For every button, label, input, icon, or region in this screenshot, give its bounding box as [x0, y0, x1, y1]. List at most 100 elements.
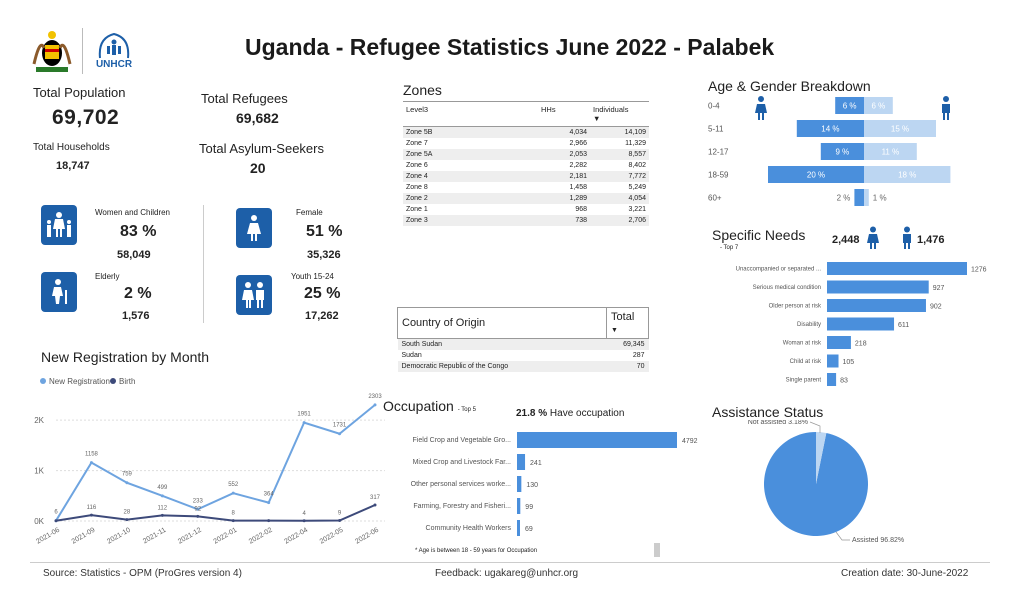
- data-point[interactable]: [125, 518, 129, 522]
- leader-line: [809, 421, 821, 433]
- data-label: 9: [338, 511, 342, 517]
- occupation-scrollbar[interactable]: [654, 543, 660, 557]
- zone-name-cell: Zone 2: [403, 192, 538, 204]
- male-bar[interactable]: [820, 143, 864, 160]
- country-header-total[interactable]: Total ▼: [606, 307, 649, 339]
- male-bar[interactable]: [835, 97, 864, 114]
- age-group-label: 12-17: [708, 148, 729, 157]
- table-row[interactable]: Zone 2 1,289 4,054: [403, 192, 649, 204]
- occupation-have-pct: 21.8 %: [516, 408, 548, 419]
- female-bar[interactable]: [864, 97, 893, 114]
- data-point[interactable]: [160, 513, 164, 517]
- data-point[interactable]: [267, 501, 271, 505]
- needs-bar[interactable]: [827, 336, 851, 349]
- occupation-have-label: Have occupation: [549, 408, 625, 419]
- occupation-bar[interactable]: [517, 432, 677, 448]
- data-label: 1951: [297, 412, 311, 418]
- data-point[interactable]: [125, 481, 129, 485]
- occupation-value-label: 241: [530, 460, 542, 467]
- data-point[interactable]: [302, 421, 306, 425]
- data-point[interactable]: [338, 432, 342, 436]
- zones-header-individuals[interactable]: Individuals ▼: [590, 101, 649, 127]
- data-point[interactable]: [231, 491, 235, 495]
- female-count: 35,326: [307, 249, 341, 261]
- needs-bar[interactable]: [827, 354, 839, 368]
- data-point[interactable]: [373, 403, 377, 407]
- sort-desc-icon: ▼: [593, 114, 601, 123]
- male-bar[interactable]: [768, 166, 864, 183]
- occupation-bar[interactable]: [517, 520, 520, 536]
- male-bar[interactable]: [854, 189, 864, 206]
- demographics-divider: [203, 205, 204, 323]
- occupation-value-label: 99: [525, 504, 533, 511]
- table-row[interactable]: Zone 6 2,282 8,402: [403, 160, 649, 171]
- assisted-label: Assisted 96.82%: [852, 537, 904, 544]
- table-row[interactable]: Zone 3 738 2,706: [403, 214, 649, 226]
- needs-bar[interactable]: [827, 262, 967, 275]
- needs-bar[interactable]: [827, 373, 837, 386]
- table-row[interactable]: Zone 1 968 3,221: [403, 204, 649, 215]
- table-row[interactable]: Democratic Republic of the Congo 70: [397, 360, 649, 372]
- male-bar[interactable]: [796, 120, 864, 137]
- zones-header-hhs[interactable]: HHs: [538, 101, 590, 127]
- needs-bar[interactable]: [827, 299, 926, 312]
- table-row[interactable]: Zone 5A 2,053 8,557: [403, 148, 649, 160]
- table-row[interactable]: Zone 4 2,181 7,772: [403, 170, 649, 182]
- occupation-bar[interactable]: [517, 476, 522, 492]
- y-tick-label: 0K: [34, 517, 44, 526]
- legend-entry[interactable]: New Registration: [49, 377, 110, 386]
- legend-entry[interactable]: Birth: [119, 377, 135, 386]
- data-point[interactable]: [196, 514, 200, 518]
- data-point[interactable]: [89, 461, 93, 465]
- zones-table: Level3 HHs Individuals ▼ Zone 5B 4,034 14,1…: [403, 101, 649, 226]
- female-pct-label: 11 %: [882, 148, 900, 157]
- table-row[interactable]: Zone 5B 4,034 14,109: [403, 126, 649, 138]
- youth-icon: [236, 275, 272, 315]
- female-bar[interactable]: [864, 120, 936, 137]
- male-icon: [942, 96, 950, 120]
- zone-name-cell: Zone 8: [406, 183, 428, 191]
- occupation-bar[interactable]: [517, 454, 526, 470]
- occupation-bar[interactable]: [517, 498, 521, 514]
- age-group-label: 60+: [708, 194, 722, 203]
- country-header-total-label: Total: [611, 311, 635, 323]
- not-assisted-slice[interactable]: [816, 432, 827, 484]
- country-header-origin[interactable]: Country of Origin: [396, 307, 608, 339]
- female-bar[interactable]: [864, 143, 917, 160]
- total-asylum-label: Total Asylum-Seekers: [199, 141, 324, 156]
- zone-name-cell: Zone 4: [403, 170, 538, 182]
- zone-name-cell: Zone 5A: [403, 148, 538, 160]
- footer-feedback[interactable]: Feedback: ugakareg@unhcr.org: [435, 568, 579, 579]
- y-tick-label: 2K: [34, 416, 44, 425]
- total-households-value: 18,747: [56, 160, 90, 172]
- data-point[interactable]: [160, 494, 164, 498]
- zone-individuals-cell: 4,054: [590, 192, 649, 204]
- data-point[interactable]: [338, 519, 342, 523]
- female-pct-label: 15 %: [891, 125, 909, 134]
- data-point[interactable]: [54, 519, 58, 523]
- occupation-category-label: Community Health Workers: [426, 525, 512, 532]
- table-row[interactable]: South Sudan 69,345: [397, 338, 649, 350]
- zone-name-cell: Zone 6: [406, 161, 428, 169]
- country-total-cell: 287: [632, 351, 645, 359]
- table-row[interactable]: Sudan 287: [398, 350, 649, 361]
- data-point[interactable]: [196, 507, 200, 511]
- total-asylum-value: 20: [250, 160, 266, 176]
- data-point[interactable]: [89, 513, 93, 517]
- assistance-pie-chart: Not assisted 3.18% Assisted 96.82%: [748, 420, 904, 544]
- leader-line: [835, 531, 850, 541]
- data-point[interactable]: [373, 503, 377, 507]
- data-point[interactable]: [267, 519, 271, 523]
- female-bar[interactable]: [864, 189, 869, 206]
- male-pct-label: 9 %: [836, 148, 850, 157]
- data-point[interactable]: [231, 519, 235, 523]
- zones-header-level3[interactable]: Level3: [403, 101, 538, 127]
- needs-bar[interactable]: [827, 280, 929, 294]
- needs-bar[interactable]: [827, 317, 895, 331]
- occupation-value-label: 69: [525, 526, 533, 533]
- needs-value-label: 902: [930, 304, 942, 311]
- female-bar[interactable]: [864, 166, 951, 183]
- data-point[interactable]: [302, 519, 306, 523]
- table-row[interactable]: Zone 8 1,458 5,249: [403, 182, 649, 193]
- table-row[interactable]: Zone 7 2,966 11,329: [403, 138, 649, 149]
